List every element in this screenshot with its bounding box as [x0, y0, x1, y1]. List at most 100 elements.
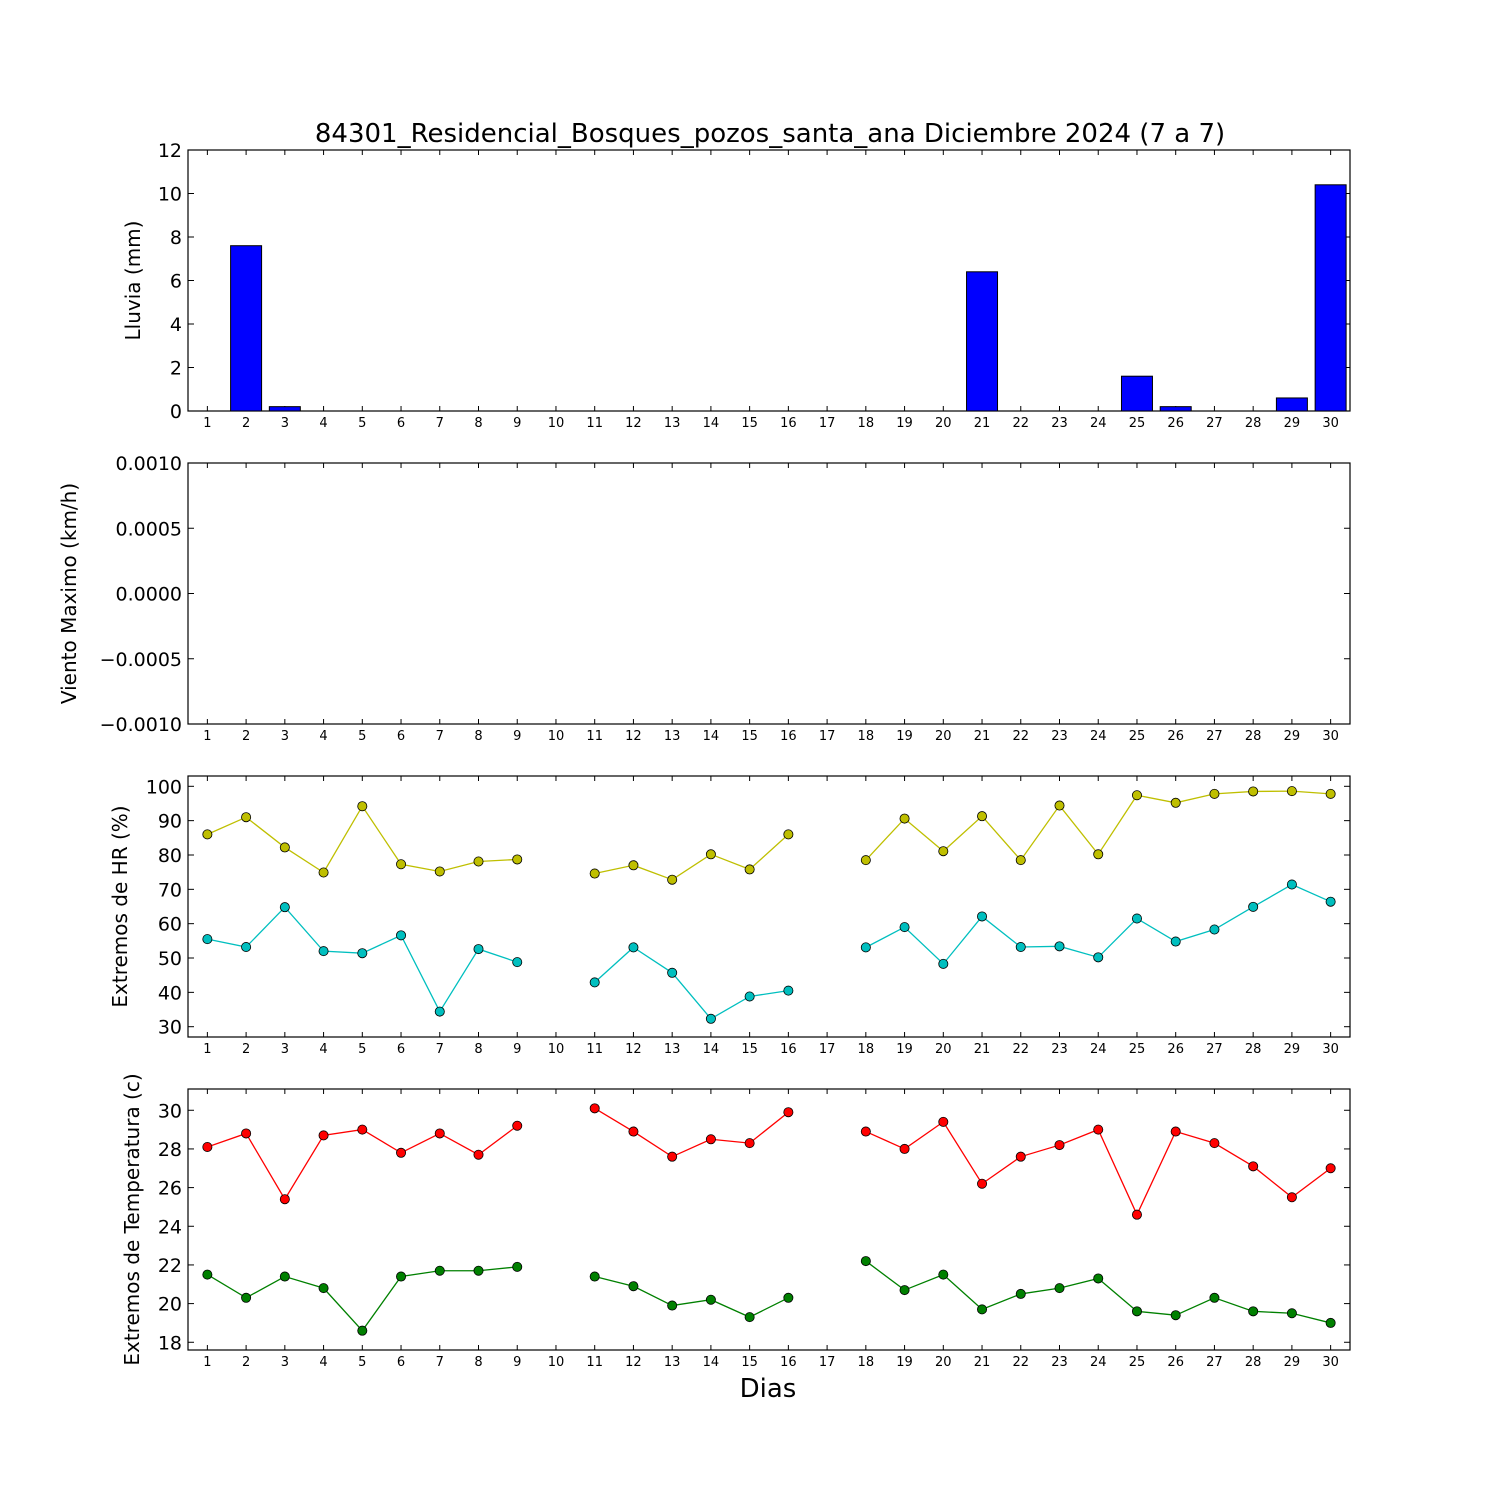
chart-title: 84301_Residencial_Bosques_pozos_santa_an… — [315, 119, 1225, 149]
series-1-point-day-8 — [473, 1149, 484, 1160]
x-tick-label: 20 — [935, 1355, 952, 1370]
x-tick-label: 7 — [436, 416, 444, 431]
x-tick-label: 12 — [625, 729, 642, 744]
x-tick-label: 25 — [1129, 416, 1146, 431]
series-1-point-day-6 — [396, 859, 407, 870]
series-2-point-day-21 — [977, 911, 988, 922]
x-tick-label: 9 — [513, 729, 521, 744]
series-1-point-day-12 — [628, 860, 639, 871]
series-1-point-day-11 — [589, 868, 600, 879]
x-tick-label: 13 — [664, 729, 681, 744]
series-1-point-day-16 — [783, 1107, 794, 1118]
series-1-point-day-28 — [1248, 1161, 1259, 1172]
x-tick-label: 1 — [203, 1042, 211, 1057]
x-tick-label: 23 — [1051, 1355, 1068, 1370]
series-2-point-day-8 — [473, 1265, 484, 1276]
series-1-point-day-27 — [1209, 1138, 1220, 1149]
x-tick-label: 12 — [625, 416, 642, 431]
x-tick-label: 12 — [625, 1042, 642, 1057]
x-tick-label: 19 — [896, 729, 913, 744]
x-tick-label: 24 — [1090, 416, 1107, 431]
x-tick-label: 4 — [319, 1355, 327, 1370]
y-tick-label: 26 — [158, 1178, 182, 1200]
x-tick-label: 11 — [586, 1042, 603, 1057]
series-2-point-day-30 — [1325, 1317, 1336, 1328]
series-1-point-day-24 — [1093, 1124, 1104, 1135]
x-tick-label: 2 — [242, 729, 250, 744]
series-1-point-day-25 — [1131, 790, 1142, 801]
x-tick-label: 19 — [896, 1042, 913, 1057]
series-1-point-day-11 — [589, 1103, 600, 1114]
series-2-point-day-14 — [705, 1294, 716, 1305]
y-tick-label: −0.0010 — [100, 714, 182, 736]
x-tick-label: 5 — [358, 1355, 366, 1370]
x-tick-label: 22 — [1012, 729, 1029, 744]
x-tick-label: 2 — [242, 1042, 250, 1057]
series-1-point-day-19 — [899, 1143, 910, 1154]
y-tick-label: 90 — [158, 811, 182, 833]
x-tick-label: 21 — [974, 416, 991, 431]
x-tick-label: 21 — [974, 1042, 991, 1057]
x-tick-label: 3 — [281, 729, 289, 744]
x-tick-label: 4 — [319, 1042, 327, 1057]
x-tick-label: 8 — [474, 1042, 482, 1057]
x-tick-label: 28 — [1245, 1355, 1262, 1370]
x-tick-label: 13 — [664, 1042, 681, 1057]
y-tick-label: 12 — [158, 140, 182, 162]
x-tick-label: 9 — [513, 416, 521, 431]
series-2-point-day-26 — [1170, 936, 1181, 947]
x-tick-label: 19 — [896, 416, 913, 431]
series-2-point-day-5 — [357, 1325, 368, 1336]
series-1-point-day-13 — [667, 1151, 678, 1162]
y-tick-label: 10 — [158, 184, 182, 206]
series-1-point-day-1 — [202, 829, 213, 840]
x-tick-label: 20 — [935, 416, 952, 431]
x-tick-label: 25 — [1129, 1355, 1146, 1370]
series-2-point-day-2 — [241, 942, 252, 953]
x-tick-label: 20 — [935, 1042, 952, 1057]
series-2-point-day-28 — [1248, 901, 1259, 912]
series-1-point-day-5 — [357, 1124, 368, 1135]
x-tick-label: 11 — [586, 416, 603, 431]
series-2-point-day-18 — [860, 942, 871, 953]
series-1-point-day-4 — [318, 1130, 329, 1141]
series-2-point-day-11 — [589, 1271, 600, 1282]
x-tick-label: 3 — [281, 416, 289, 431]
series-1-point-day-18 — [860, 855, 871, 866]
x-tick-label: 30 — [1322, 729, 1339, 744]
x-tick-label: 10 — [548, 416, 565, 431]
x-tick-label: 2 — [242, 416, 250, 431]
y-tick-label: 30 — [158, 1017, 182, 1039]
x-tick-label: 20 — [935, 729, 952, 744]
y-tick-label: 0.0000 — [116, 584, 182, 606]
x-tick-label: 30 — [1322, 1042, 1339, 1057]
x-tick-label: 10 — [548, 1355, 565, 1370]
series-2-point-day-1 — [202, 934, 213, 945]
series-2-point-day-8 — [473, 944, 484, 955]
series-1-point-day-15 — [744, 864, 755, 875]
series-2-point-day-13 — [667, 1300, 678, 1311]
x-tick-label: 25 — [1129, 1042, 1146, 1057]
x-tick-label: 4 — [319, 416, 327, 431]
y-tick-label: 0.0010 — [116, 453, 182, 475]
series-2-point-day-18 — [860, 1256, 871, 1267]
x-tick-label: 22 — [1012, 416, 1029, 431]
series-2-line — [594, 946, 789, 1020]
series-1-point-day-29 — [1286, 1192, 1297, 1203]
series-2-point-day-23 — [1054, 1283, 1065, 1294]
x-tick-label: 29 — [1284, 1042, 1301, 1057]
x-tick-label: 8 — [474, 416, 482, 431]
series-1-point-day-13 — [667, 874, 678, 885]
rain-bar-day-2 — [230, 245, 263, 412]
series-2-point-day-16 — [783, 985, 794, 996]
x-tick-label: 27 — [1206, 1042, 1223, 1057]
x-tick-label: 22 — [1012, 1355, 1029, 1370]
series-1-point-day-23 — [1054, 800, 1065, 811]
series-2-point-day-30 — [1325, 896, 1336, 907]
series-1-point-day-30 — [1325, 788, 1336, 799]
y-tick-label: 24 — [158, 1216, 182, 1238]
y-axis-label: Extremos de HR (%) — [108, 805, 132, 1007]
series-2-point-day-15 — [744, 991, 755, 1002]
series-1-point-day-15 — [744, 1138, 755, 1149]
